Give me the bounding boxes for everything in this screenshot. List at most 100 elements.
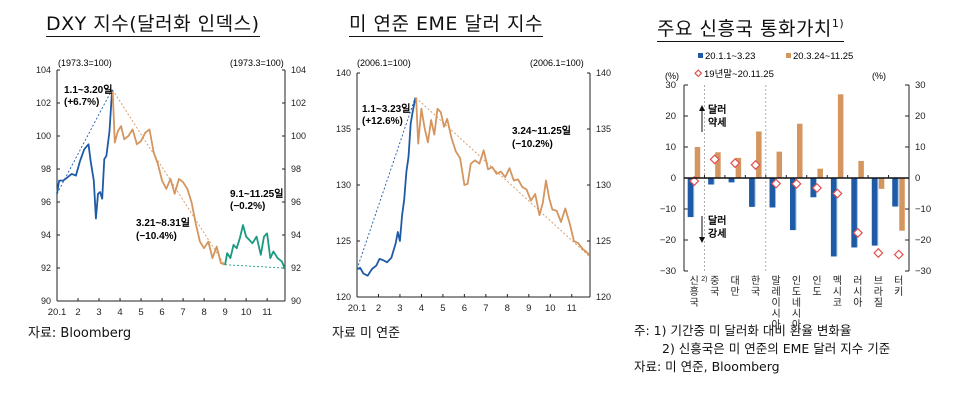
y-tick-label-left: 0: [671, 173, 676, 184]
bar-s1: [851, 178, 857, 248]
x-tick-label: 8: [201, 307, 206, 318]
dxy-annotation-3: 9.1~11.25일: [230, 187, 283, 200]
y-tick-label-right: 140: [596, 68, 611, 78]
em-title-text: 주요 신흥국 통화가치: [657, 18, 832, 40]
category-label-char: 네: [792, 297, 801, 309]
eme-annotation-1b: (+12.6%): [362, 116, 403, 127]
bar-s1: [708, 178, 714, 185]
x-tick-label: 11: [262, 307, 272, 318]
y-tick-label-left: 30: [665, 80, 676, 91]
category-label-char: 시: [853, 286, 862, 298]
x-tick-label: 7: [483, 303, 488, 314]
x-tick-label: 2: [376, 303, 381, 314]
category-footnote: 2): [701, 276, 707, 283]
y-tick-label-left: 20: [665, 111, 676, 122]
category-label-char: 신: [690, 275, 699, 287]
y-tick-label-left: 140: [336, 68, 351, 78]
dxy-annotation-2b: (−10.4%): [136, 231, 177, 242]
eme-annotation-2: 3.24~11.25일: [512, 124, 571, 137]
dxy-panel: DXY 지수(달러화 인덱스) 90 90 92 92 94 94 96 96 98 98 100 1…: [0, 0, 320, 400]
category-label-char: 아: [792, 319, 801, 330]
eme-source: 자료 미 연준: [332, 326, 401, 341]
y-tick-label-left: 102: [36, 98, 51, 108]
y-tick-label-right: 96: [291, 197, 301, 207]
y-tick-label-left: 125: [336, 236, 351, 246]
bar-s2: [878, 178, 885, 189]
y-tick-label-left: −20: [660, 235, 676, 246]
category-label-char: 국: [710, 286, 719, 298]
y-tick-label-right: 125: [596, 236, 611, 246]
series-line: [356, 97, 417, 277]
dxy-annotation-2: 3.21~8.31일: [136, 216, 190, 229]
y-tick-label-right: −20: [915, 235, 931, 246]
category-label-char: 러: [853, 275, 862, 287]
arrow-down-icon: [699, 216, 705, 243]
category-label-char: 국: [751, 286, 760, 298]
x-tick-label: 3: [96, 307, 101, 318]
category-label-char: 아: [771, 319, 780, 330]
eme-chart: 120 120 125 125 130 130 135 135 140 140 20.1 2 3 4 5 6 7…: [336, 58, 611, 314]
dxy-annotation-3b: (−0.2%): [230, 201, 265, 212]
y-tick-label-right: 90: [291, 296, 301, 306]
y-tick-label-right: 104: [291, 65, 306, 75]
x-tick-label: 5: [138, 307, 143, 318]
diamond-marker: [709, 154, 720, 165]
em-unit-left: (%): [665, 71, 679, 81]
arrow-up-icon: [699, 105, 705, 132]
diamond-marker: [689, 176, 700, 187]
trend-line: [112, 89, 225, 265]
bar-s2: [837, 94, 844, 178]
y-tick-label-right: 100: [291, 131, 306, 141]
x-tick-label: 20.1: [48, 307, 67, 318]
diamond-marker: [770, 178, 782, 189]
category-label-char: 흥: [690, 285, 699, 298]
diamond-marker: [832, 188, 843, 199]
category-label-char: 시: [771, 308, 780, 320]
bar-s1: [892, 178, 898, 207]
category-label-char: 중: [710, 275, 719, 287]
y-tick-label-right: 10: [915, 142, 926, 153]
series-line: [224, 224, 286, 269]
x-tick-label: 4: [117, 307, 122, 318]
eme-base-right: (2006.1=100): [530, 58, 584, 68]
y-tick-label-right: 102: [291, 98, 306, 108]
y-tick-label-left: 120: [336, 292, 351, 302]
bar-s2: [776, 151, 783, 178]
bar-s2: [797, 123, 803, 178]
category-label-char: 시: [833, 286, 842, 298]
x-tick-label: 11: [567, 303, 577, 314]
legend-label-s1: 20.1.1~3.23: [705, 51, 755, 62]
y-tick-label-left: 130: [336, 180, 351, 190]
legend-swatch-s1: [698, 53, 703, 58]
dxy-title: DXY 지수(달러화 인덱스): [46, 13, 260, 37]
dollar-strong-label-1: 달러: [708, 214, 726, 227]
dxy-base-right: (1973.3=100): [230, 58, 284, 68]
y-tick-label-right: 120: [596, 292, 611, 302]
diamond-marker: [750, 159, 761, 171]
x-tick-label: 6: [159, 307, 164, 318]
x-tick-label: 3: [397, 303, 402, 314]
y-tick-label-right: −30: [915, 266, 931, 277]
y-tick-label-left: 98: [41, 164, 51, 174]
dxy-base-left: (1973.3=100): [58, 58, 112, 68]
bar-s1: [749, 178, 755, 207]
bar-s1: [790, 178, 796, 231]
category-label-char: 라: [874, 286, 883, 298]
em-note-2: 2) 신흥국은 미 연준의 EME 달러 지수 기준: [662, 341, 891, 356]
diamond-marker: [791, 178, 802, 189]
diamond-marker: [893, 249, 904, 260]
bar-s1: [871, 178, 878, 246]
dxy-annotation-1b: (+6.7%): [64, 97, 99, 108]
legend-swatch-s2: [786, 53, 791, 58]
x-tick-label: 5: [440, 303, 445, 314]
bar-s2: [817, 168, 823, 178]
em-note-3: 자료: 미 연준, Bloomberg: [634, 359, 780, 374]
y-tick-label-left: 10: [665, 142, 676, 153]
eme-title: 미 연준 EME 달러 지수: [349, 13, 543, 37]
dxy-source: 자료: Bloomberg: [28, 326, 132, 341]
series-line: [56, 89, 113, 220]
x-tick-label: 20.1: [348, 303, 367, 314]
dollar-weak-label-1: 달러: [708, 103, 726, 116]
category-label-char: 터: [894, 275, 903, 287]
bar-s2: [858, 160, 864, 178]
